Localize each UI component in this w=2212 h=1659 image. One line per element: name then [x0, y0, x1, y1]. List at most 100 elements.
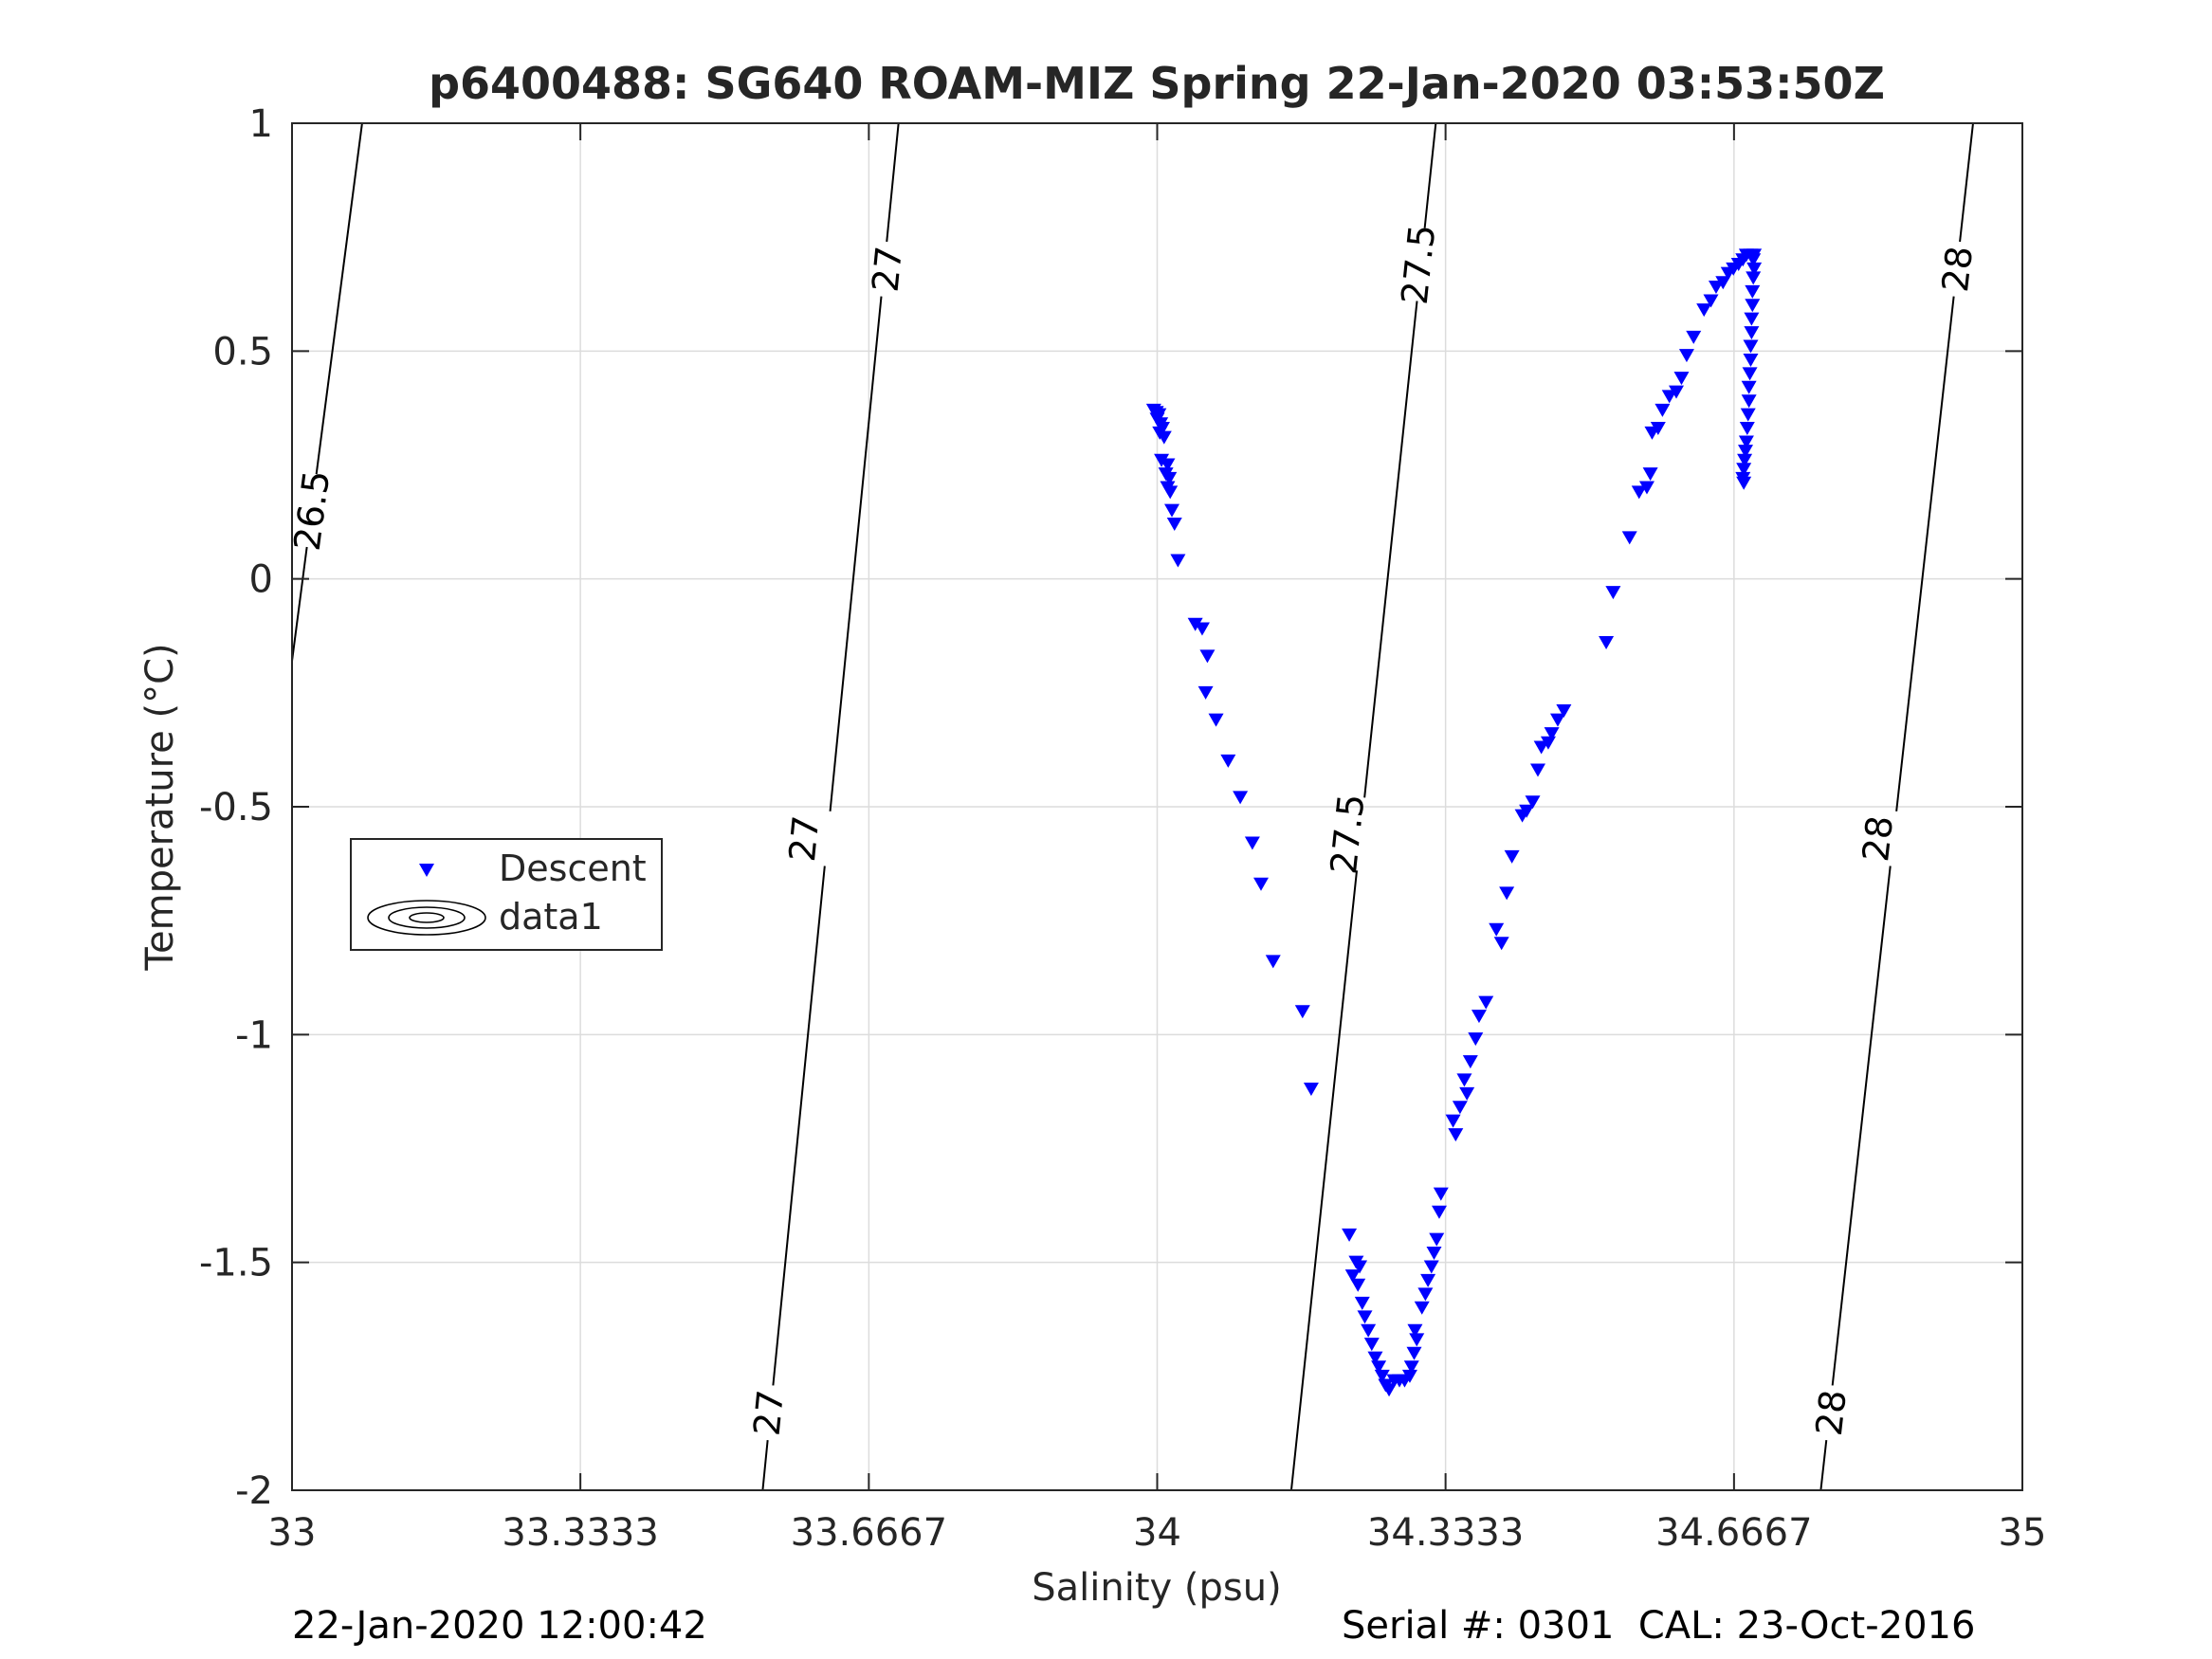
- x-tick-label: 33.6667: [791, 1511, 947, 1555]
- descent-point: [1253, 877, 1269, 891]
- descent-point: [1420, 1273, 1436, 1287]
- y-tick-label: -0.5: [199, 786, 273, 830]
- contour-label: 28: [1808, 1388, 1855, 1438]
- contour-label: 27: [865, 245, 911, 294]
- descent-point: [1741, 380, 1757, 394]
- descent-point: [1744, 326, 1760, 340]
- descent-point: [1426, 1247, 1442, 1261]
- descent-point: [1160, 458, 1176, 472]
- descent-point: [1478, 995, 1494, 1010]
- descent-point: [1197, 685, 1214, 700]
- descent-point: [1303, 1083, 1319, 1097]
- contour-line-27: [761, 1440, 769, 1491]
- triangle-down-icon: [419, 864, 434, 877]
- descent-point: [1352, 1260, 1368, 1274]
- descent-point: [1742, 367, 1758, 381]
- descent-point: [1161, 471, 1178, 485]
- descent-point: [1519, 804, 1535, 818]
- contour-line-27-5: [1289, 870, 1359, 1491]
- y-tick-label: -1.5: [199, 1242, 273, 1285]
- descent-point: [1642, 467, 1658, 482]
- descent-point: [1661, 390, 1677, 404]
- descent-point: [1220, 754, 1236, 768]
- descent-point: [1433, 1187, 1449, 1201]
- descent-point: [1743, 353, 1759, 367]
- descent-point: [1361, 1323, 1377, 1338]
- contour-label: 27.5: [1323, 792, 1373, 876]
- descent-point: [1544, 727, 1560, 741]
- descent-point: [1654, 403, 1671, 417]
- descent-point: [1354, 1296, 1370, 1310]
- contour-line-27: [772, 866, 826, 1386]
- descent-point: [1745, 299, 1761, 313]
- footer-timestamp: 22-Jan-2020 12:00:42: [292, 1604, 707, 1648]
- descent-point: [1525, 795, 1541, 810]
- axis-ticks: [291, 122, 2023, 1491]
- descent-point: [1741, 394, 1757, 409]
- contour-label: 28: [1855, 813, 1901, 864]
- x-tick-label: 33.3333: [502, 1511, 658, 1555]
- legend: Descent data1: [350, 838, 663, 951]
- contour-line-28: [1831, 866, 1892, 1386]
- contour-icon: [367, 900, 486, 936]
- descent-point: [1708, 281, 1724, 295]
- descent-point: [1638, 481, 1654, 495]
- x-tick-label: 34: [1133, 1511, 1181, 1555]
- descent-series: [1145, 248, 1763, 1397]
- contour-line-26-5: [291, 546, 308, 662]
- descent-point: [1736, 476, 1752, 490]
- y-axis-label: Temperature (°C): [138, 643, 182, 971]
- descent-point: [1381, 1383, 1398, 1397]
- descent-point: [1407, 1323, 1423, 1338]
- descent-point: [1738, 435, 1754, 449]
- descent-point: [1371, 1360, 1387, 1375]
- descent-point: [1746, 262, 1763, 276]
- descent-point: [1208, 713, 1224, 727]
- grid: [292, 123, 2022, 1490]
- descent-point: [1406, 1346, 1422, 1360]
- descent-point: [1493, 937, 1509, 951]
- descent-point: [1166, 517, 1182, 531]
- contour-label: 27.5: [1394, 223, 1444, 307]
- descent-point: [1423, 1260, 1439, 1274]
- descent-point: [1162, 485, 1179, 500]
- chart-title: p6400488: SG640 ROAM-MIZ Spring 22-Jan-2…: [429, 58, 1885, 109]
- descent-point: [1549, 713, 1565, 727]
- contour-label: 27: [781, 813, 828, 863]
- descent-point: [1703, 294, 1719, 308]
- descent-point: [1739, 422, 1755, 436]
- x-tick-label: 34.3333: [1367, 1511, 1524, 1555]
- descent-point: [1429, 1232, 1445, 1247]
- descent-point: [1746, 271, 1762, 285]
- descent-point: [1401, 1369, 1417, 1383]
- descent-point: [1650, 422, 1666, 436]
- y-tick-label: 0: [249, 558, 273, 602]
- descent-point: [1686, 330, 1702, 344]
- descent-point: [1244, 836, 1260, 850]
- contour-line-27-5: [1363, 301, 1418, 798]
- contour-line-27: [886, 122, 900, 243]
- descent-point: [1156, 430, 1172, 445]
- descent-point: [1265, 955, 1281, 969]
- descent-point: [1431, 1205, 1447, 1219]
- descent-point: [1533, 740, 1549, 755]
- descent-point: [1452, 1101, 1468, 1115]
- x-axis-label: Salinity (psu): [1032, 1566, 1281, 1610]
- footer-serial: Serial #: 0301 CAL: 23-Oct-2016: [1342, 1604, 1976, 1648]
- descent-point: [1556, 704, 1572, 719]
- x-tick-label: 34.6667: [1655, 1511, 1812, 1555]
- descent-point: [1344, 1269, 1361, 1284]
- descent-point: [1740, 408, 1756, 422]
- descent-point: [1738, 445, 1753, 459]
- y-tick-label: -1: [235, 1013, 273, 1057]
- descent-point: [1233, 791, 1249, 805]
- contour-label: 27: [746, 1388, 793, 1437]
- descent-point: [1417, 1287, 1434, 1302]
- descent-point: [1468, 1032, 1484, 1047]
- descent-point: [1499, 886, 1515, 901]
- y-tick-label: -2: [235, 1469, 273, 1513]
- descent-point: [1456, 1073, 1472, 1087]
- descent-point: [1621, 531, 1637, 545]
- descent-point: [1342, 1228, 1358, 1242]
- descent-point: [1462, 1055, 1478, 1069]
